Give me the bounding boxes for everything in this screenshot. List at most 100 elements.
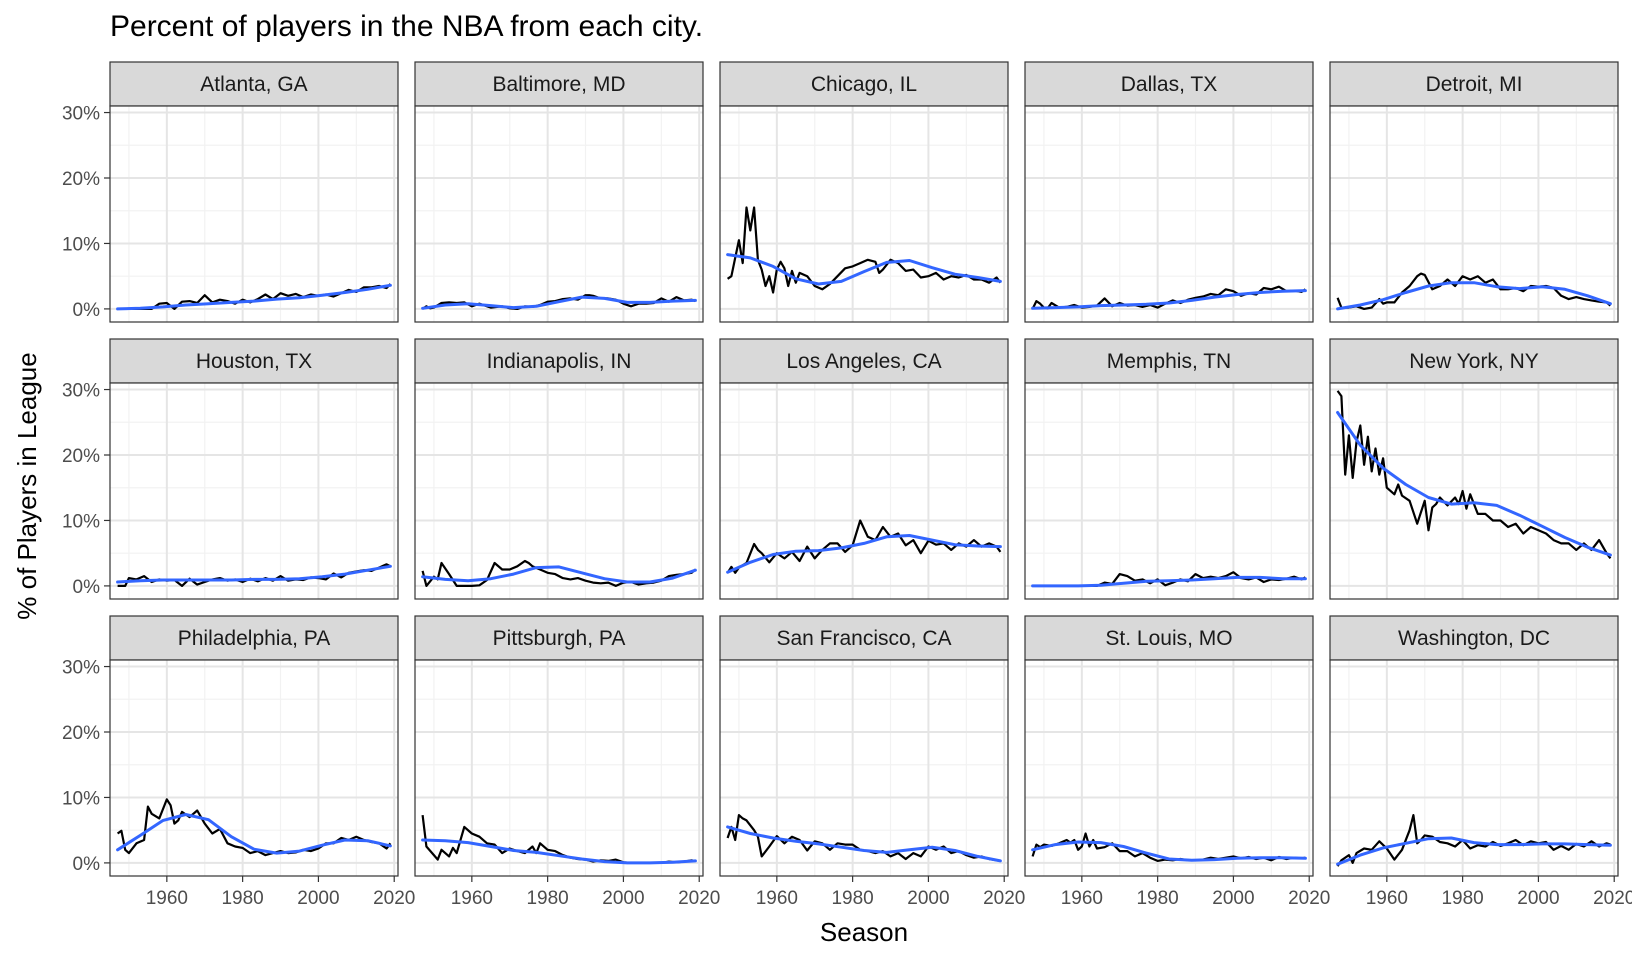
strip-label: San Francisco, CA [776, 627, 951, 650]
panel-border [414, 382, 704, 600]
panel-pittsburgh-pa: Pittsburgh, PA 1960 1980 2000 2020 [414, 615, 720, 909]
series-line-smooth [116, 813, 392, 855]
panel-border [1329, 659, 1619, 877]
strip-indianapolis-in [414, 338, 704, 384]
strip-memphis-tn [1024, 338, 1314, 384]
plot-area [110, 383, 398, 599]
strip-label: Philadelphia, PA [178, 627, 331, 650]
panel-atlanta-ga: Atlanta, GA 0% 10% 20% 30% [62, 61, 399, 323]
series-line-smooth [1336, 411, 1612, 557]
panel-border [719, 105, 1009, 323]
y-tick-label: 10% [62, 234, 100, 255]
strip-label: Dallas, TX [1121, 73, 1217, 96]
plot-area [415, 383, 703, 599]
plot-area [415, 660, 703, 876]
plot-area [1330, 660, 1618, 876]
series-line-smooth [421, 295, 697, 310]
panel-border [109, 382, 399, 600]
x-tick-label: 2020 [1593, 888, 1632, 909]
panel-border [719, 382, 1009, 600]
y-tick-label: 30% [62, 658, 100, 679]
plot-area [110, 106, 398, 322]
y-tick-label: 0% [73, 577, 101, 598]
strip-label: Washington, DC [1398, 627, 1550, 650]
x-tick-label: 1980 [221, 888, 263, 909]
strip-philadelphia-pa [109, 615, 399, 661]
panel-philadelphia-pa: Philadelphia, PA 0% 10% 20% 30% 1960 1980 2000 2… [62, 615, 415, 909]
plot-area [720, 106, 1008, 322]
plot-area [1330, 383, 1618, 599]
x-tick-label: 2000 [907, 888, 949, 909]
strip-label: Houston, TX [196, 350, 312, 373]
panel-border [1024, 659, 1314, 877]
series-line-smooth [116, 283, 392, 311]
strip-houston-tx [109, 338, 399, 384]
x-tick-label: 1980 [1441, 888, 1483, 909]
series-line-smooth [726, 253, 1002, 286]
panel-border [414, 659, 704, 877]
panel-new-york-ny: New York, NY [1329, 338, 1619, 600]
x-tick-label: 2020 [983, 888, 1025, 909]
panel-san-francisco-ca: San Francisco, CA 1960 1980 2000 2020 [719, 615, 1025, 909]
x-tick-label: 2020 [1288, 888, 1330, 909]
series-line-smooth [1031, 840, 1307, 862]
strip-st-louis-mo [1024, 615, 1314, 661]
series-line-smooth [1336, 836, 1612, 866]
strip-new-york-ny [1329, 338, 1619, 384]
x-tick-label: 2020 [373, 888, 415, 909]
strip-chicago-il [719, 61, 1009, 107]
panel-border [719, 659, 1009, 877]
strip-label: Indianapolis, IN [487, 350, 632, 373]
x-tick-label: 2000 [602, 888, 644, 909]
panel-baltimore-md: Baltimore, MD [414, 61, 704, 323]
x-tick-label: 1980 [1136, 888, 1178, 909]
x-tick-label: 1960 [1061, 888, 1103, 909]
series-line-smooth [726, 534, 1002, 574]
chart-title: Percent of players in the NBA from each … [110, 10, 704, 43]
x-tick-label: 2000 [297, 888, 339, 909]
strip-dallas-tx [1024, 61, 1314, 107]
x-tick-label: 1980 [526, 888, 568, 909]
plot-area [1330, 106, 1618, 322]
plot-area [1025, 106, 1313, 322]
strip-baltimore-md [414, 61, 704, 107]
strip-label: Baltimore, MD [492, 73, 625, 96]
plot-area [415, 106, 703, 322]
plot-area [720, 660, 1008, 876]
strip-label: Pittsburgh, PA [493, 627, 626, 650]
x-tick-label: 1960 [1366, 888, 1408, 909]
y-tick-label: 30% [62, 381, 100, 402]
x-tick-label: 2000 [1212, 888, 1254, 909]
strip-washington-dc [1329, 615, 1619, 661]
series-line-smooth [726, 825, 1002, 863]
strip-label: Memphis, TN [1107, 350, 1231, 373]
panel-washington-dc: Washington, DC 1960 1980 2000 2020 [1329, 615, 1632, 909]
plot-area [720, 383, 1008, 599]
panel-border [1024, 382, 1314, 600]
series-line-smooth [421, 838, 697, 865]
y-tick-label: 20% [62, 723, 100, 744]
x-tick-label: 1960 [146, 888, 188, 909]
series-line-smooth [1031, 289, 1307, 310]
x-tick-label: 2000 [1517, 888, 1559, 909]
strip-label: New York, NY [1409, 350, 1539, 373]
series-line-smooth [421, 565, 697, 584]
strip-label: Los Angeles, CA [786, 350, 941, 373]
plot-area [110, 660, 398, 876]
y-tick-label: 0% [73, 300, 101, 321]
panel-chicago-il: Chicago, IL [719, 61, 1009, 323]
panel-border [109, 105, 399, 323]
panel-indianapolis-in: Indianapolis, IN [414, 338, 704, 600]
strip-detroit-mi [1329, 61, 1619, 107]
y-tick-label: 20% [62, 169, 100, 190]
series-line-observed [726, 519, 1002, 574]
series-line-smooth [1031, 575, 1307, 588]
panel-border [414, 105, 704, 323]
strip-pittsburgh-pa [414, 615, 704, 661]
strip-label: Chicago, IL [811, 73, 917, 96]
x-tick-label: 1960 [451, 888, 493, 909]
series-line-observed [726, 206, 1002, 294]
panel-border [1329, 105, 1619, 323]
panel-st-louis-mo: St. Louis, MO 1960 1980 2000 2020 [1024, 615, 1330, 909]
